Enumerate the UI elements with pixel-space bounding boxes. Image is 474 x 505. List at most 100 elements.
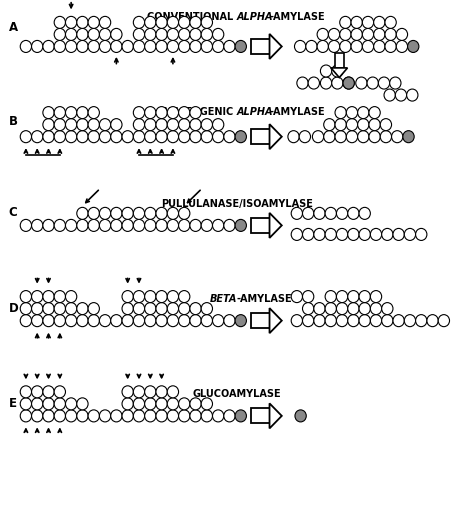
Circle shape <box>328 29 340 41</box>
Circle shape <box>404 229 416 241</box>
Circle shape <box>190 220 201 232</box>
Circle shape <box>235 315 246 327</box>
Circle shape <box>54 220 65 232</box>
Circle shape <box>224 220 235 232</box>
Circle shape <box>100 315 111 327</box>
Circle shape <box>351 17 362 29</box>
Circle shape <box>325 208 337 220</box>
Circle shape <box>357 131 369 143</box>
Circle shape <box>88 108 100 119</box>
Circle shape <box>295 410 306 422</box>
Circle shape <box>156 208 167 220</box>
Circle shape <box>324 131 335 143</box>
Circle shape <box>145 17 156 29</box>
Text: B: B <box>9 115 18 127</box>
Circle shape <box>156 386 167 398</box>
Circle shape <box>212 410 224 422</box>
Circle shape <box>167 119 179 131</box>
Circle shape <box>100 29 111 41</box>
Circle shape <box>111 41 122 54</box>
Circle shape <box>346 108 357 119</box>
Circle shape <box>362 41 374 54</box>
Circle shape <box>324 119 335 131</box>
Circle shape <box>325 303 337 315</box>
Circle shape <box>145 291 156 303</box>
Circle shape <box>201 41 212 54</box>
Circle shape <box>100 17 111 29</box>
Circle shape <box>20 398 32 410</box>
Circle shape <box>54 41 65 54</box>
Circle shape <box>348 229 359 241</box>
Circle shape <box>340 29 351 41</box>
Bar <box>251 40 270 55</box>
Circle shape <box>167 29 179 41</box>
Circle shape <box>335 119 346 131</box>
Circle shape <box>288 131 299 143</box>
Circle shape <box>54 410 65 422</box>
Circle shape <box>362 17 374 29</box>
Circle shape <box>201 220 212 232</box>
Circle shape <box>122 410 133 422</box>
Circle shape <box>100 208 111 220</box>
Circle shape <box>306 41 317 54</box>
Circle shape <box>133 398 145 410</box>
Circle shape <box>167 398 179 410</box>
Circle shape <box>359 303 370 315</box>
Circle shape <box>43 291 54 303</box>
Circle shape <box>77 398 88 410</box>
Circle shape <box>20 315 32 327</box>
Circle shape <box>77 315 88 327</box>
Polygon shape <box>270 214 282 238</box>
Circle shape <box>346 131 357 143</box>
Circle shape <box>291 291 302 303</box>
Circle shape <box>100 410 111 422</box>
Circle shape <box>359 291 370 303</box>
Circle shape <box>179 29 190 41</box>
Circle shape <box>122 315 133 327</box>
Polygon shape <box>331 69 347 78</box>
Circle shape <box>133 315 145 327</box>
Circle shape <box>337 291 348 303</box>
Circle shape <box>156 291 167 303</box>
Circle shape <box>77 208 88 220</box>
Circle shape <box>385 29 396 41</box>
Circle shape <box>54 315 65 327</box>
Circle shape <box>111 410 122 422</box>
Circle shape <box>77 410 88 422</box>
Circle shape <box>212 220 224 232</box>
Circle shape <box>43 220 54 232</box>
Circle shape <box>385 41 396 54</box>
Circle shape <box>385 17 396 29</box>
Circle shape <box>359 315 370 327</box>
Circle shape <box>77 220 88 232</box>
Circle shape <box>335 131 346 143</box>
Text: ALPHA: ALPHA <box>237 107 273 116</box>
Circle shape <box>224 315 235 327</box>
Circle shape <box>337 315 348 327</box>
Circle shape <box>351 41 362 54</box>
Circle shape <box>65 108 77 119</box>
Circle shape <box>320 78 332 90</box>
Circle shape <box>395 90 407 102</box>
Circle shape <box>156 29 167 41</box>
Circle shape <box>302 303 314 315</box>
Circle shape <box>374 17 385 29</box>
Circle shape <box>201 29 212 41</box>
Text: CONVENTIONAL: CONVENTIONAL <box>147 12 237 22</box>
Circle shape <box>235 220 246 232</box>
Circle shape <box>20 386 32 398</box>
Circle shape <box>88 410 100 422</box>
Circle shape <box>224 131 235 143</box>
Polygon shape <box>270 125 282 150</box>
Circle shape <box>133 131 145 143</box>
Text: ALPHA: ALPHA <box>237 12 273 22</box>
Circle shape <box>43 131 54 143</box>
Circle shape <box>167 315 179 327</box>
Circle shape <box>291 229 302 241</box>
Circle shape <box>190 17 201 29</box>
Circle shape <box>77 303 88 315</box>
Circle shape <box>416 315 427 327</box>
Circle shape <box>370 315 382 327</box>
Bar <box>251 314 270 329</box>
Circle shape <box>179 410 190 422</box>
